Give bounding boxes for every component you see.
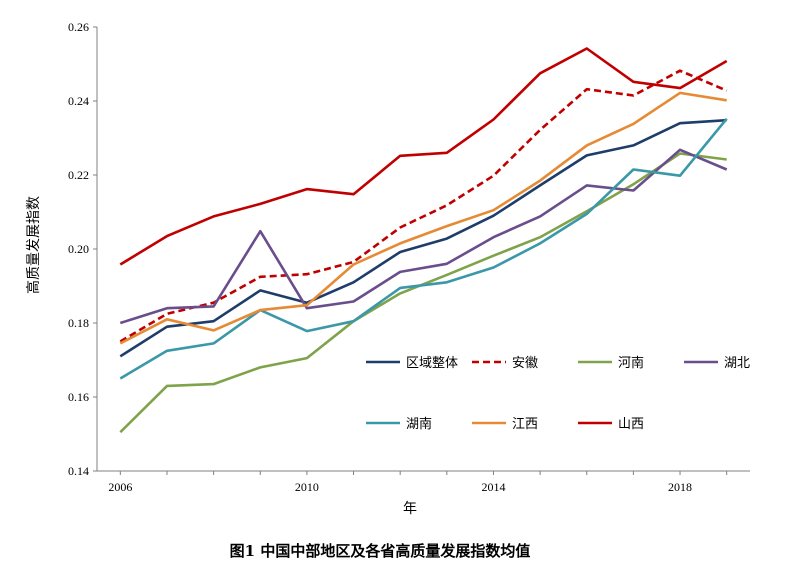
legend-label-2: 河南 <box>618 355 644 371</box>
y-tick-label: 0.14 <box>68 464 89 478</box>
x-axis-label: 年 <box>403 501 417 517</box>
y-tick-label: 0.18 <box>68 316 89 330</box>
x-tick-label: 2018 <box>668 480 692 494</box>
series-line-3 <box>119 148 728 325</box>
x-axis-ticks: 2006 2010 2014 2018 <box>108 471 728 494</box>
axes <box>96 27 750 472</box>
series-line-6 <box>119 47 728 266</box>
y-axis-label: 高质量发展指数 <box>25 196 42 294</box>
figure-caption: 图1 中国中部地区及各省高质量发展指数均值 <box>230 542 531 560</box>
series-line-0 <box>119 118 727 358</box>
legend-label-5: 江西 <box>512 417 538 432</box>
series-line-5 <box>119 91 727 345</box>
legend-label-1: 安徽 <box>512 356 538 371</box>
y-tick-label: 0.20 <box>68 242 89 256</box>
y-tick-label: 0.16 <box>68 390 89 404</box>
series-line-4 <box>119 117 728 380</box>
legend-label-0: 区域整体 <box>406 356 458 371</box>
y-tick-label: 0.22 <box>68 168 89 182</box>
x-tick-label: 2006 <box>108 480 132 494</box>
legend-label-6: 山西 <box>618 417 644 432</box>
y-tick-label: 0.26 <box>68 20 89 34</box>
x-tick-label: 2014 <box>481 480 505 494</box>
x-tick-label: 2010 <box>295 480 319 494</box>
series-line-2 <box>119 152 727 434</box>
y-axis-ticks: 0.14 0.16 0.18 0.20 0.22 0.24 0.26 <box>68 20 97 478</box>
y-tick-label: 0.24 <box>68 94 89 108</box>
series-lines <box>119 47 728 434</box>
series-line-1 <box>119 69 728 343</box>
legend-label-3: 湖北 <box>724 356 750 371</box>
legend-label-4: 湖南 <box>406 416 432 432</box>
